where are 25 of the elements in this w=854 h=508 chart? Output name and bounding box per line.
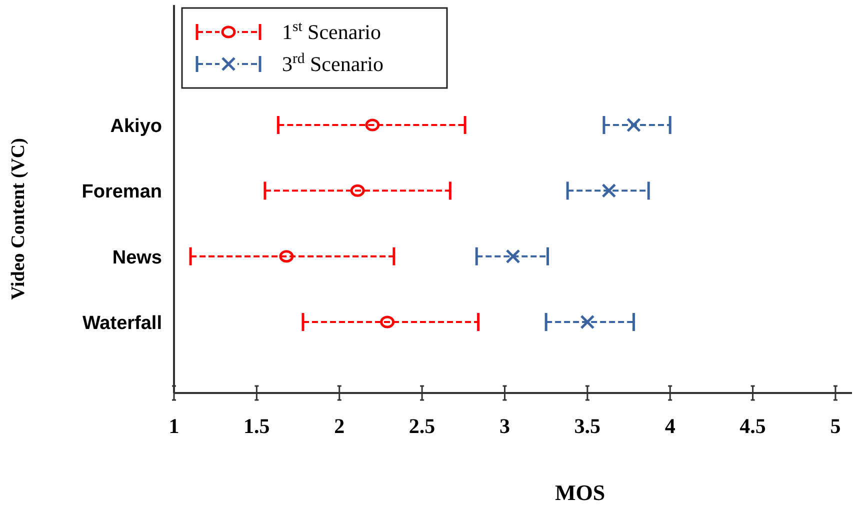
x-tick-label: 1 bbox=[168, 414, 180, 438]
x-tick-label: 4.5 bbox=[740, 414, 766, 438]
x-tick-label: 2.5 bbox=[408, 414, 436, 438]
point bbox=[350, 184, 365, 197]
point bbox=[506, 249, 520, 264]
point bbox=[580, 314, 595, 330]
legend-label: 3$^{rd}$ Scenario bbox=[282, 51, 384, 76]
x-tick-label: 1.5 bbox=[244, 414, 270, 438]
y-axis-title: Video Content (VC) bbox=[8, 138, 29, 300]
x-tick-label: 3 bbox=[499, 414, 510, 438]
y-tick-label: Waterfall bbox=[82, 313, 162, 334]
x-tick-label: 3.5 bbox=[574, 414, 601, 438]
legend-label: 1$^{st}$ Scenario bbox=[282, 19, 382, 44]
x-axis-title: MOS bbox=[554, 480, 606, 505]
x-tick-label: 5 bbox=[830, 414, 841, 438]
point bbox=[365, 118, 380, 132]
y-tick-label: Foreman bbox=[82, 182, 162, 203]
point bbox=[626, 118, 641, 132]
y-tick-label: Akiyo bbox=[110, 116, 162, 137]
x-tick-label: 2 bbox=[334, 414, 345, 438]
point bbox=[380, 316, 395, 328]
point bbox=[279, 250, 294, 263]
x-tick-label: 4 bbox=[664, 414, 676, 438]
point bbox=[602, 183, 616, 198]
y-tick-label: News bbox=[112, 247, 162, 268]
